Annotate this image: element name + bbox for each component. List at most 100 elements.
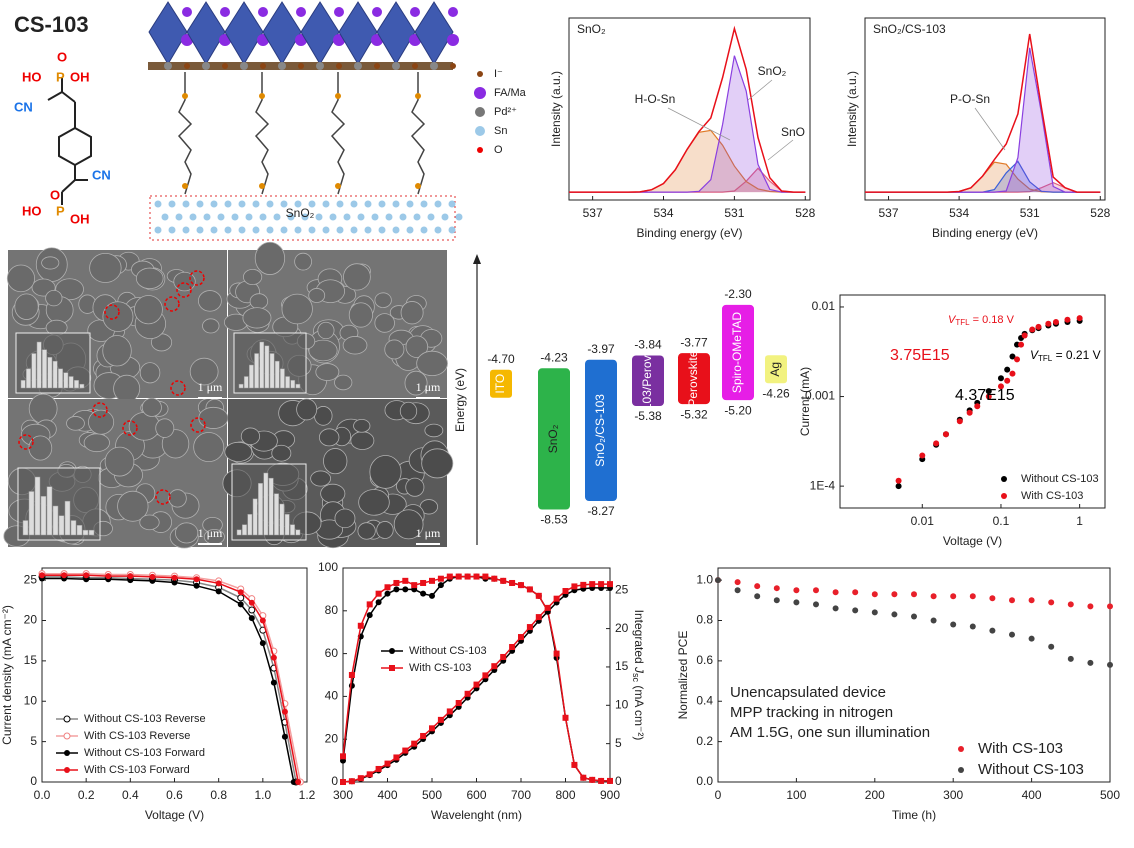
lattice-atom [350, 200, 358, 208]
marker [420, 732, 427, 739]
lattice-atom [385, 213, 393, 221]
sem-grain [6, 264, 36, 293]
lattice-atom [308, 200, 316, 208]
histogram-bar [64, 500, 71, 536]
marker [518, 582, 524, 589]
energy-band [678, 353, 710, 405]
defect-circle [92, 402, 108, 418]
band-label: CS-103/Perovskite [640, 330, 654, 430]
marker [933, 440, 940, 447]
marker [348, 672, 355, 678]
marker [389, 648, 395, 654]
x-axis-label: Binding energy (eV) [932, 226, 1038, 240]
pb [430, 62, 438, 70]
annotation: H-O-Sn [635, 92, 676, 106]
y-tick-label: 20 [325, 731, 339, 745]
y-tick-label: 40 [325, 689, 339, 703]
marker [473, 573, 480, 580]
marker [895, 477, 902, 484]
marker [544, 604, 551, 611]
marker [83, 572, 90, 579]
marker [384, 590, 391, 597]
x-tick-label: 534 [949, 206, 969, 220]
marker [393, 586, 400, 593]
cation [372, 7, 382, 17]
line [342, 575, 610, 782]
marker [950, 593, 957, 600]
marker [1009, 597, 1015, 604]
marker [871, 609, 878, 616]
marker [974, 403, 981, 410]
cation [220, 7, 230, 17]
legend-swatch [474, 87, 486, 99]
histogram-bar [28, 491, 35, 536]
marker [589, 776, 596, 783]
plot-frame [342, 567, 611, 783]
x-tick-label: 0 [715, 788, 722, 802]
marker [482, 672, 489, 679]
histogram-bar [47, 357, 53, 389]
marker [813, 601, 819, 608]
lattice-atom [308, 226, 316, 234]
energy-band [632, 355, 664, 407]
marker [895, 483, 902, 490]
x-tick-label: 537 [879, 206, 899, 220]
cation [182, 7, 192, 17]
annotation: Unencapsulated device [730, 684, 886, 701]
marker [402, 577, 409, 584]
cation [258, 7, 268, 17]
sem-grain [134, 295, 163, 325]
y-tick-label: 5 [30, 734, 37, 748]
histogram-bar [274, 493, 279, 536]
sem-grain [168, 489, 187, 508]
iodide [184, 63, 190, 69]
sem-grain [343, 263, 371, 291]
lattice-atom [301, 213, 309, 221]
marker [464, 573, 471, 580]
line [342, 575, 610, 782]
molecule-label: HO [22, 69, 42, 84]
sem-grain [89, 253, 122, 283]
legend-label: FA/Ma [494, 87, 527, 99]
marker [237, 589, 244, 596]
chain [177, 72, 193, 195]
sem-grain [374, 313, 395, 333]
text-part: AM 1.5G, one sun illumination [730, 724, 930, 741]
y-tick-label: 25 [24, 572, 38, 586]
cation [410, 7, 420, 17]
marker [891, 591, 898, 598]
level-label: -2.30 [724, 287, 752, 301]
marker [295, 779, 302, 785]
text-part: H-O-Sn [635, 92, 676, 106]
annotation: VTFL = 0.21 V [1030, 348, 1101, 363]
text-part: SnO [781, 125, 805, 139]
sem-grain [197, 290, 222, 312]
y-tick-label: 1E-4 [810, 478, 836, 492]
y-tick-label: 0.001 [805, 389, 835, 403]
band-label: Perovskite [686, 350, 700, 406]
sem-grain [281, 293, 313, 325]
histogram-bar [88, 529, 95, 536]
marker [437, 582, 444, 589]
sem-grain [421, 448, 454, 479]
marker [105, 573, 112, 580]
octahedron [414, 1, 454, 65]
text-part: P-O-Sn [950, 92, 990, 106]
plot-frame [839, 294, 1106, 509]
y-tick-label: 0.8 [696, 613, 713, 627]
iodide [336, 63, 342, 69]
lattice-atom [168, 200, 176, 208]
sem-grain [113, 374, 141, 403]
sem-grain [83, 433, 110, 453]
octahedron [300, 1, 340, 65]
octahedron [338, 1, 378, 65]
histogram-bar [58, 515, 65, 536]
lattice-atom [364, 200, 372, 208]
marker [393, 579, 400, 586]
legend-label: With CS-103 [978, 740, 1063, 757]
histogram-bar [290, 524, 295, 536]
sem-grain [393, 509, 424, 540]
marker [437, 575, 444, 582]
marker [473, 681, 480, 688]
lattice-atom [315, 213, 323, 221]
